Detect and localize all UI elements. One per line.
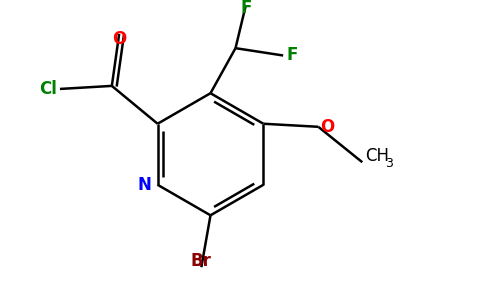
Text: O: O <box>112 30 126 48</box>
Text: F: F <box>286 46 298 64</box>
Text: F: F <box>241 0 252 17</box>
Text: Br: Br <box>191 252 212 270</box>
Text: O: O <box>320 118 334 136</box>
Text: N: N <box>138 176 151 194</box>
Text: 3: 3 <box>385 157 393 170</box>
Text: Cl: Cl <box>39 80 57 98</box>
Text: CH: CH <box>365 147 389 165</box>
